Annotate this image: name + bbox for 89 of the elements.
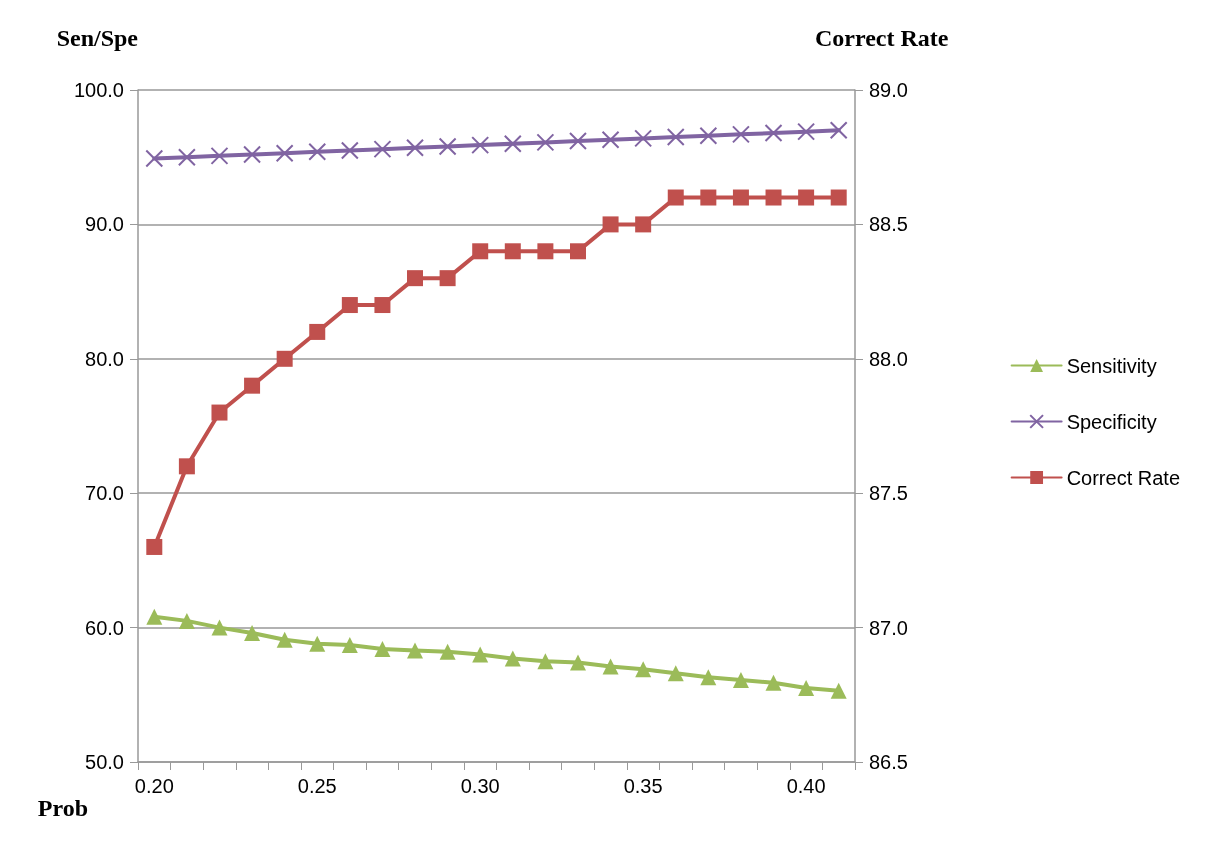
y-tick-label: 60.0	[85, 616, 124, 639]
point	[373, 140, 392, 159]
point	[602, 658, 619, 675]
point	[700, 189, 717, 206]
point	[797, 122, 816, 141]
point	[568, 132, 587, 151]
point	[276, 631, 293, 648]
point	[275, 144, 294, 163]
y2-tick-label: 88.5	[869, 213, 908, 236]
x-axis-title: Prob	[37, 795, 88, 821]
point	[569, 654, 586, 671]
point	[178, 458, 195, 475]
point	[374, 297, 391, 314]
point	[177, 148, 196, 167]
point	[634, 129, 653, 148]
point	[309, 635, 326, 652]
point	[472, 646, 489, 663]
legend-label: Specificity	[1066, 410, 1157, 433]
point	[635, 661, 652, 678]
point	[635, 216, 652, 233]
point	[764, 124, 783, 143]
point	[211, 619, 228, 636]
x-tick-label: 0.20	[134, 775, 174, 797]
point	[504, 650, 521, 667]
point	[731, 125, 750, 144]
y-tick-label: 90.0	[85, 213, 124, 236]
point	[211, 404, 228, 421]
point	[536, 133, 555, 152]
point	[666, 128, 685, 147]
point	[829, 121, 848, 140]
point	[667, 189, 684, 206]
point	[407, 642, 424, 659]
y-tick-label: 70.0	[85, 482, 124, 505]
point	[341, 297, 358, 314]
y-tick-label: 100.0	[73, 79, 124, 101]
point	[439, 643, 456, 660]
legend-label: Correct Rate	[1066, 466, 1181, 489]
y2-tick-label: 87.5	[869, 482, 908, 505]
y-tick-label: 50.0	[85, 751, 124, 773]
point	[407, 270, 424, 287]
point	[602, 216, 619, 233]
y2-tick-label: 89.0	[869, 79, 908, 101]
y-axis-title: Sen/Spe	[56, 25, 139, 51]
x-tick-label: 0.30	[460, 775, 500, 797]
point	[537, 653, 554, 670]
point	[210, 146, 229, 165]
point	[309, 323, 326, 340]
point	[341, 637, 358, 654]
point	[601, 130, 620, 149]
point	[438, 137, 457, 156]
point	[537, 243, 554, 260]
y2-tick-label: 86.5	[869, 751, 908, 773]
point	[667, 665, 684, 682]
point	[699, 126, 718, 145]
point	[732, 189, 749, 206]
point	[503, 134, 522, 153]
point	[765, 674, 782, 691]
x-tick-label: 0.40	[786, 775, 826, 797]
point	[700, 669, 717, 686]
point	[406, 138, 425, 157]
point	[178, 612, 195, 629]
point	[308, 142, 327, 161]
point	[276, 350, 293, 367]
point	[243, 145, 262, 164]
point	[765, 189, 782, 206]
point	[798, 680, 815, 697]
x-tick-label: 0.25	[297, 775, 337, 797]
point	[732, 672, 749, 689]
point	[146, 538, 163, 555]
point	[374, 641, 391, 658]
point	[830, 189, 847, 206]
point	[244, 377, 261, 394]
x-tick-label: 0.35	[623, 775, 663, 797]
point	[830, 682, 847, 699]
point	[798, 189, 815, 206]
y-tick-label: 80.0	[85, 347, 124, 370]
point	[471, 136, 490, 155]
point	[472, 243, 489, 260]
point	[145, 149, 164, 168]
point	[146, 608, 163, 625]
point	[504, 243, 521, 260]
y2-tick-label: 88.0	[869, 347, 908, 370]
point	[244, 624, 261, 641]
y2-axis-title: Correct Rate	[815, 25, 949, 51]
legend-label: Sensitivity	[1066, 354, 1157, 377]
point	[439, 270, 456, 287]
y2-tick-label: 87.0	[869, 616, 908, 639]
point	[340, 141, 359, 160]
point	[569, 243, 586, 260]
